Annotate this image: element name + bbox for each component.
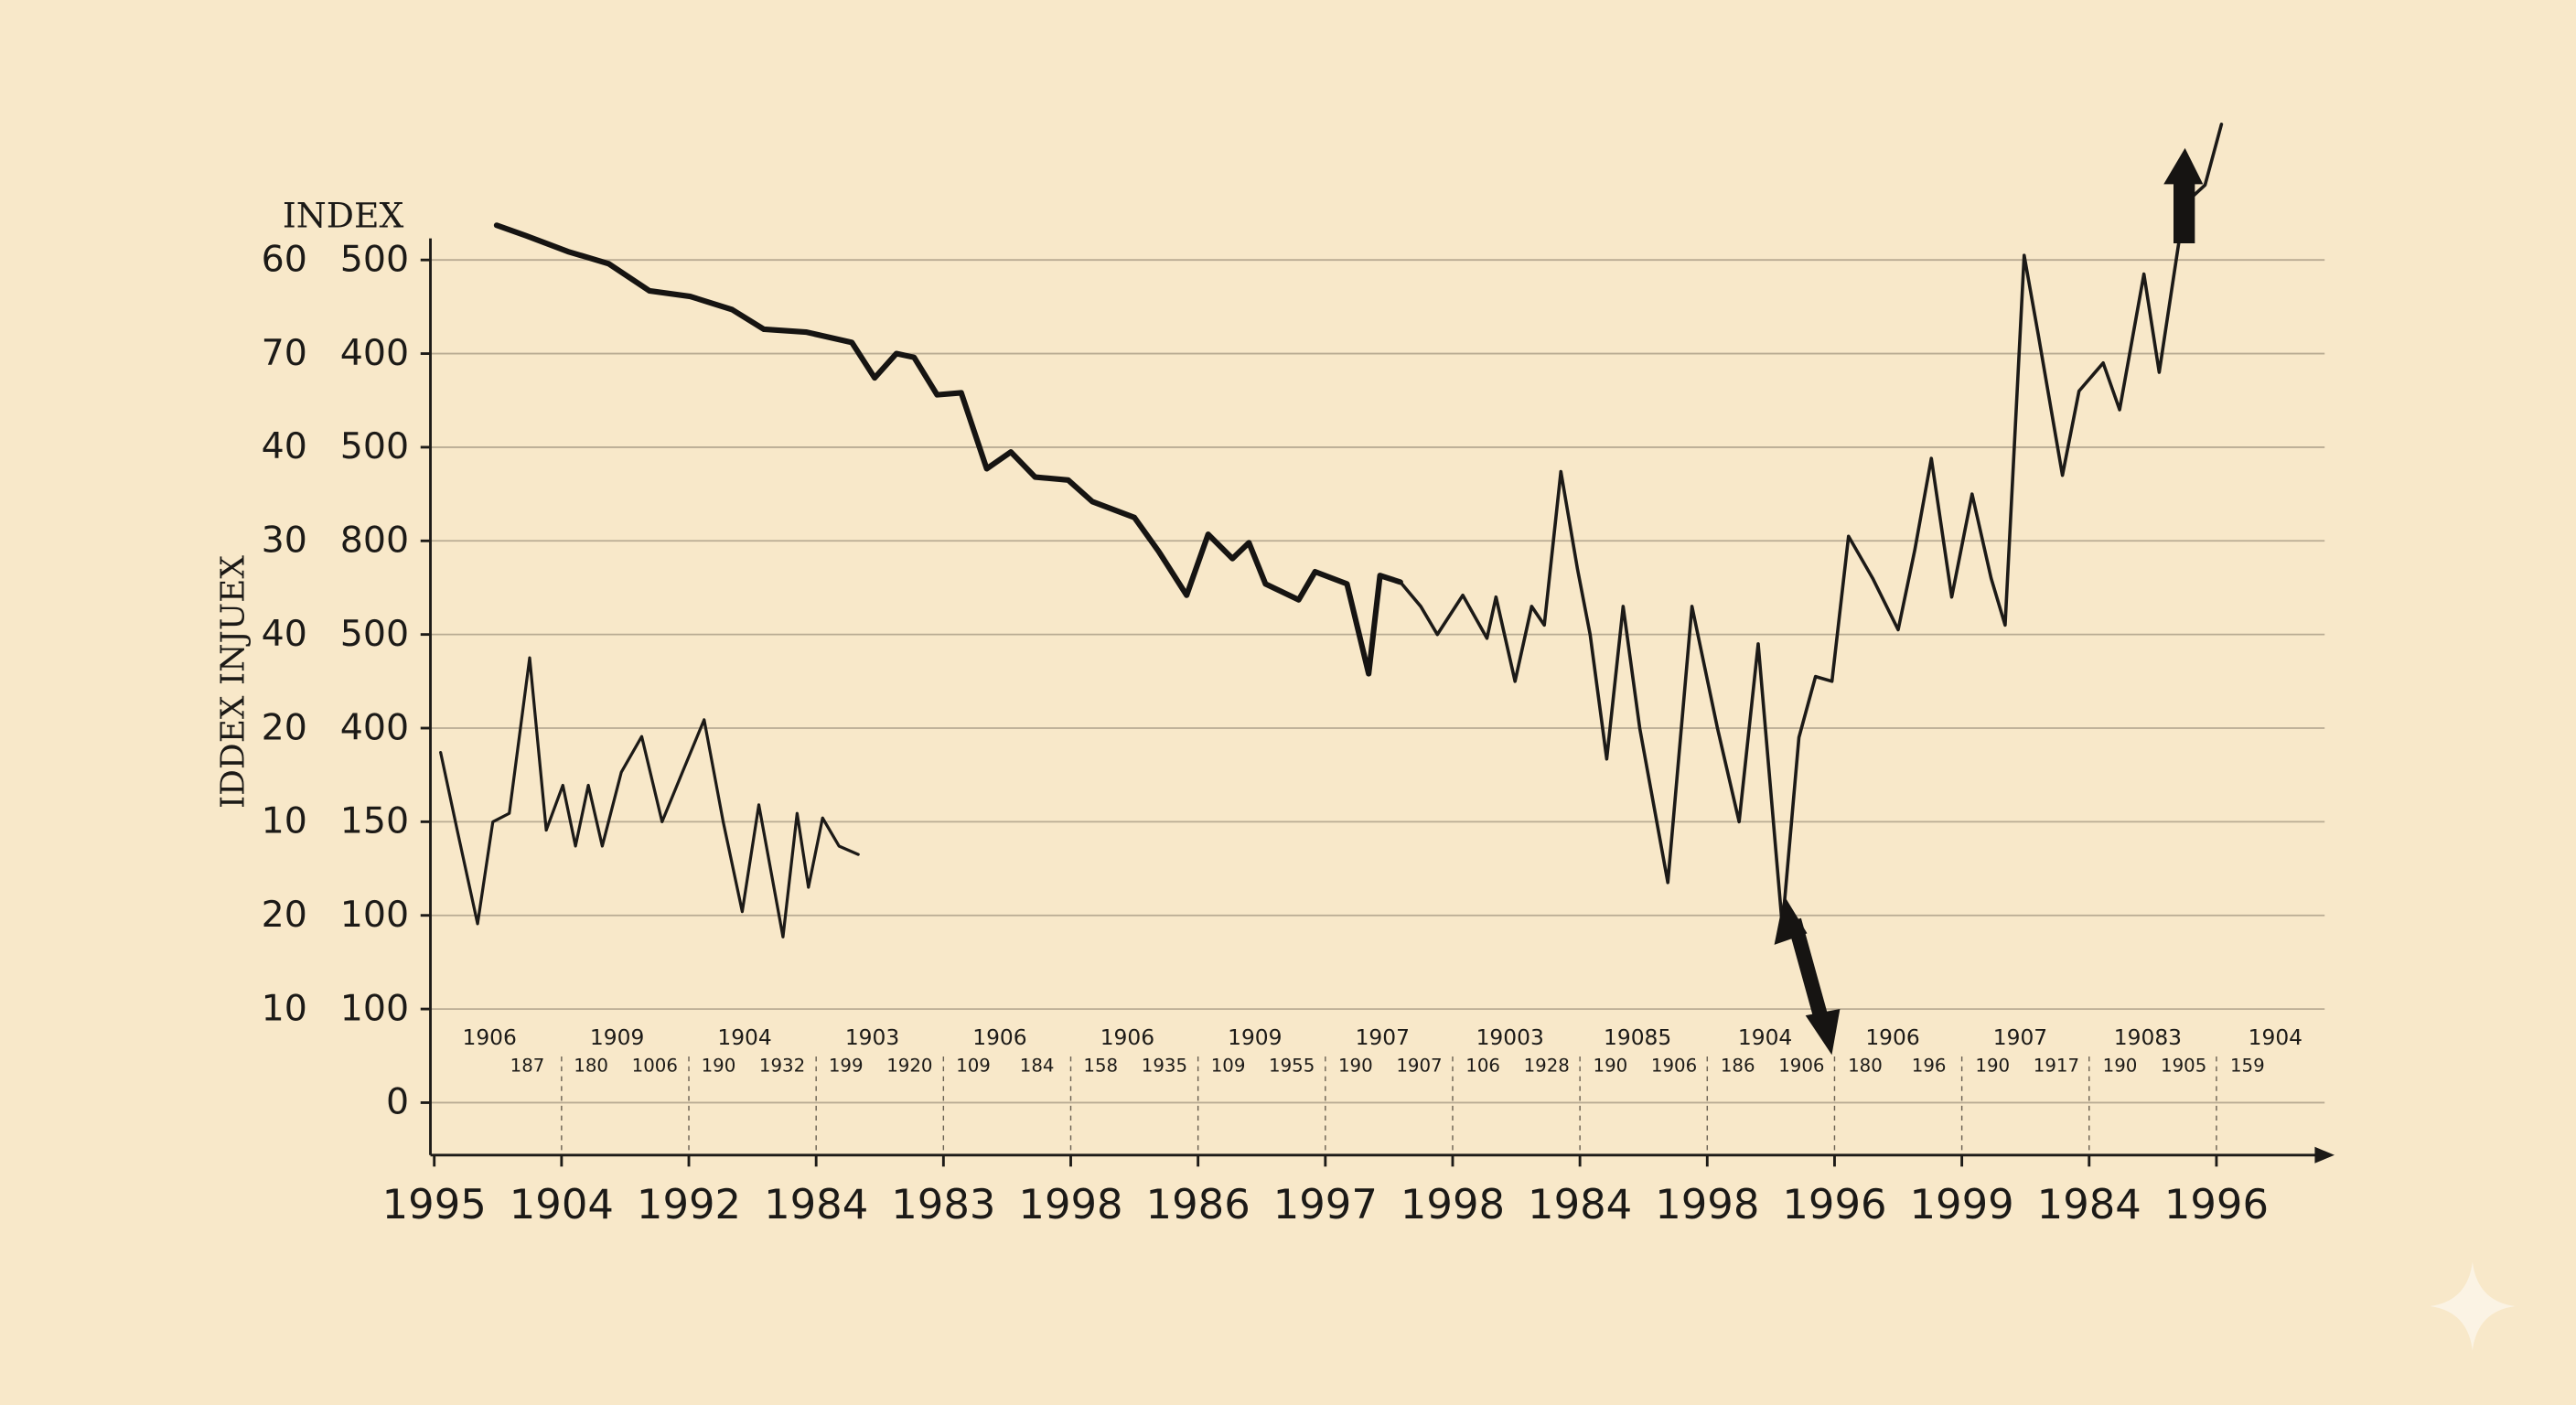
minor-label: 1906 — [1100, 1024, 1154, 1050]
y-tick-label: 0 — [386, 1081, 409, 1123]
minor-label: 1906 — [1778, 1055, 1824, 1076]
minor-label: 190 — [2103, 1055, 2138, 1076]
minor-label: 1906 — [1865, 1024, 1919, 1050]
minor-label: 19083 — [2114, 1024, 2182, 1050]
x-tick-label: 1904 — [510, 1180, 614, 1228]
double-arrow — [1774, 896, 1841, 1056]
y-tick-label: 800 — [340, 520, 409, 562]
minor-label: 1917 — [2034, 1055, 2079, 1076]
minor-label: 187 — [510, 1055, 545, 1076]
y-axis-label: IDDEX INJUEX — [214, 555, 252, 809]
y-tick-label: 400 — [340, 706, 409, 748]
minor-label: 1904 — [717, 1024, 771, 1050]
up-arrow — [2163, 147, 2204, 244]
x-axis-arrow — [2314, 1146, 2334, 1164]
sparkle — [2430, 1261, 2516, 1351]
minor-label: 1907 — [1993, 1024, 2047, 1050]
x-tick-label: 1996 — [1782, 1180, 1886, 1228]
y-tick-label: 400 — [340, 332, 409, 374]
minor-label: 190 — [1594, 1055, 1628, 1076]
minor-label: 184 — [1020, 1055, 1055, 1076]
y-tick-label-outer: 60 — [262, 238, 307, 280]
minor-label: 1903 — [845, 1024, 899, 1050]
y-tick-label: 100 — [340, 894, 409, 936]
y-tick-label: 500 — [340, 425, 409, 467]
plot: 500 400 500 800 500 400 150 100 100 0 60 70 40 30 40 20… — [262, 123, 2334, 1228]
minor-label: 1932 — [759, 1055, 805, 1076]
y-tick-label-outer: 10 — [262, 800, 307, 842]
x-tick-label: 1984 — [1528, 1180, 1632, 1228]
y-tick-label: 150 — [340, 800, 409, 842]
minor-label: 158 — [1083, 1055, 1118, 1076]
x-tick-label: 1984 — [2037, 1180, 2141, 1228]
series-line — [439, 656, 860, 938]
x-tick-label: 1999 — [1910, 1180, 2014, 1228]
minor-label: 19085 — [1604, 1024, 1671, 1050]
x-tick-label: 1998 — [1655, 1180, 1759, 1228]
x-tick-label: 1998 — [1401, 1180, 1505, 1228]
minor-label: 180 — [574, 1055, 608, 1076]
minor-label: 1955 — [1269, 1055, 1315, 1076]
x-tick-label: 1997 — [1273, 1180, 1378, 1228]
minor-label: 1909 — [1228, 1024, 1282, 1050]
y-tick-label: 500 — [340, 613, 409, 655]
minor-label: 1905 — [2161, 1055, 2206, 1076]
minor-label: 1904 — [2249, 1024, 2302, 1050]
y-tick-label-outer: 30 — [262, 520, 307, 562]
y-tick-label-outer: 20 — [262, 706, 307, 748]
minor-label: 186 — [1721, 1055, 1755, 1076]
minor-label: 109 — [956, 1055, 991, 1076]
minor-label: 1920 — [886, 1055, 932, 1076]
minor-label: 1907 — [1356, 1024, 1410, 1050]
minor-label: 1907 — [1396, 1055, 1442, 1076]
y-tick-label: 500 — [340, 238, 409, 280]
minor-label: 1906 — [462, 1024, 516, 1050]
minor-label: 1909 — [590, 1024, 644, 1050]
minor-label: 190 — [1338, 1055, 1373, 1076]
x-tick-label: 1996 — [2164, 1180, 2269, 1228]
x-tick-label: 1995 — [382, 1180, 487, 1228]
x-tick-label: 1986 — [1146, 1180, 1250, 1228]
y-tick-label-outer: 40 — [262, 425, 307, 467]
x-tick-label: 1992 — [637, 1180, 741, 1228]
chart-title: INDEX — [283, 196, 404, 236]
y-tick-label-outer: 20 — [262, 894, 307, 936]
minor-label: 199 — [829, 1055, 864, 1076]
minor-label: 180 — [1848, 1055, 1883, 1076]
minor-label: 1906 — [972, 1024, 1026, 1050]
y-tick-label-outer: 10 — [262, 987, 307, 1029]
minor-label: 1928 — [1524, 1055, 1570, 1076]
minor-label: 1006 — [632, 1055, 678, 1076]
minor-label: 1904 — [1738, 1024, 1792, 1050]
minor-label: 1906 — [1651, 1055, 1697, 1076]
minor-label: 109 — [1211, 1055, 1246, 1076]
x-tick-label: 1998 — [1018, 1180, 1122, 1228]
y-tick-label-outer: 70 — [262, 332, 307, 374]
minor-label: 190 — [1975, 1055, 2010, 1076]
series-line — [1399, 123, 2224, 928]
minor-label: 190 — [702, 1055, 736, 1076]
y-tick-label: 100 — [340, 987, 409, 1029]
y-tick-label-outer: 40 — [262, 613, 307, 655]
minor-label: 106 — [1465, 1055, 1500, 1076]
x-tick-label: 1984 — [764, 1180, 868, 1228]
minor-label: 19003 — [1476, 1024, 1544, 1050]
x-tick-label: 1983 — [891, 1180, 995, 1228]
minor-label: 196 — [1912, 1055, 1947, 1076]
minor-label: 1935 — [1142, 1055, 1187, 1076]
minor-label: 159 — [2230, 1055, 2265, 1076]
series-line — [493, 222, 1403, 677]
